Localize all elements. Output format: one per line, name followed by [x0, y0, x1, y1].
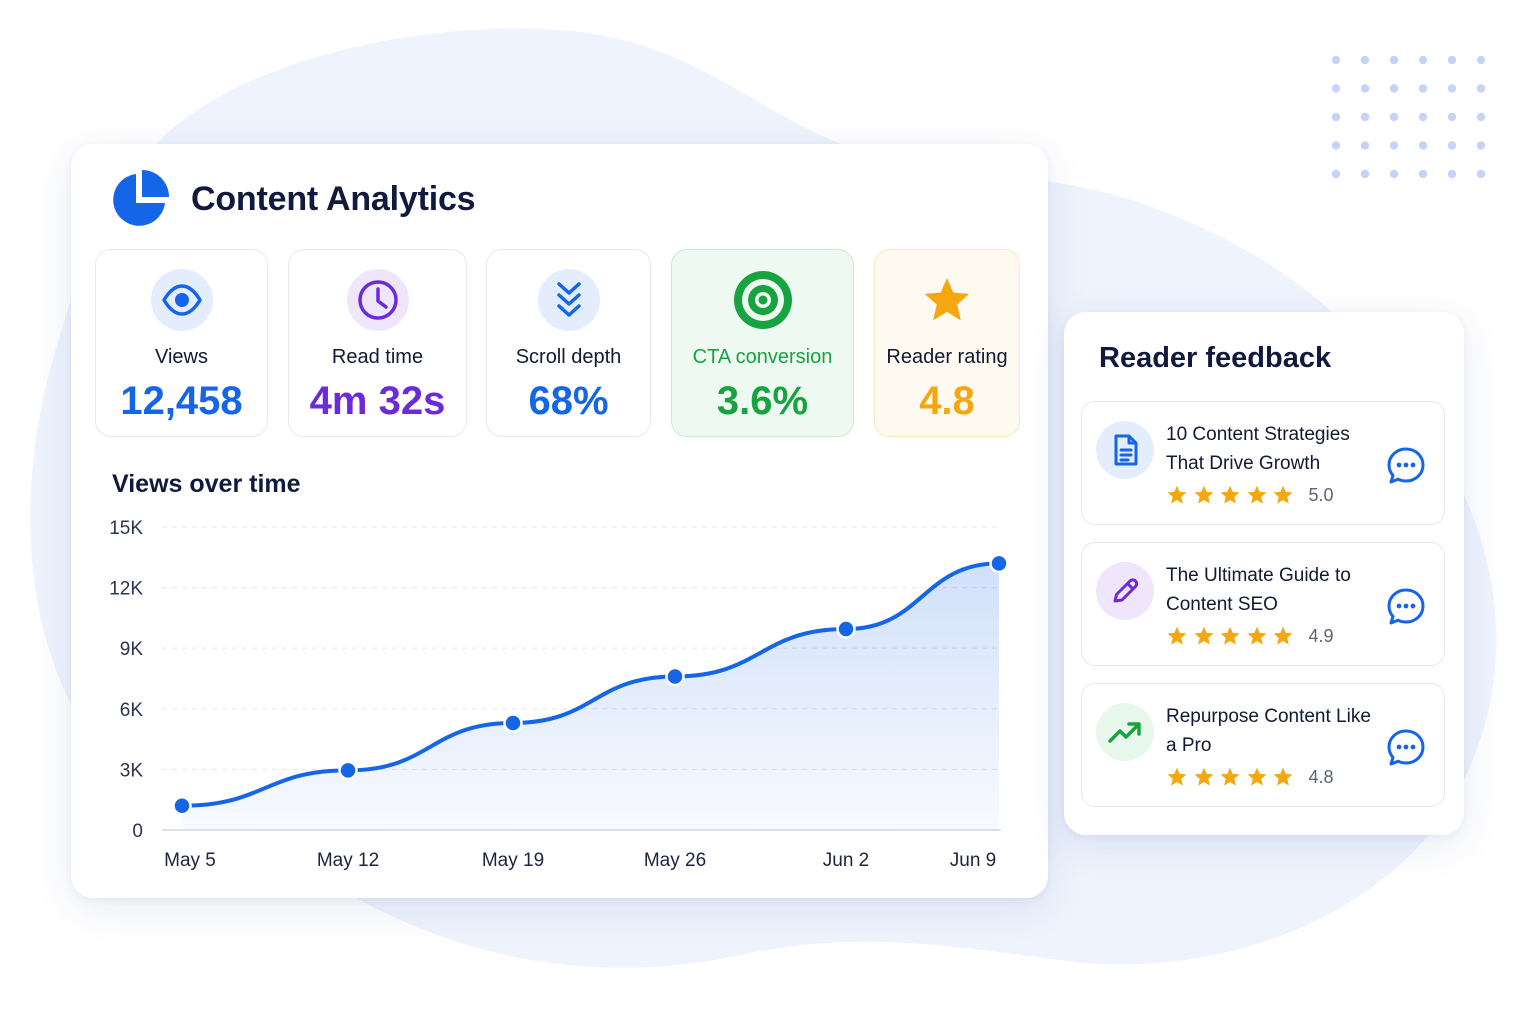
star-icon	[1273, 626, 1293, 645]
y-tick-label: 12K	[109, 579, 143, 600]
card-header: Content Analytics	[109, 168, 476, 230]
metric-label: CTA conversion	[692, 346, 833, 368]
star-icon	[1220, 626, 1240, 645]
rating-value: 4.8	[1308, 766, 1334, 787]
star-icon	[1273, 767, 1293, 786]
metric-value: 4m 32s	[309, 379, 446, 423]
metric-label: Views	[155, 346, 208, 368]
chat-bubble-icon[interactable]	[1386, 446, 1426, 486]
metric-cta-conversion[interactable]: CTA conversion 3.6%	[671, 249, 854, 437]
rating-value: 4.9	[1308, 625, 1334, 646]
x-tick-label: Jun 2	[823, 850, 869, 871]
metric-views[interactable]: Views 12,458	[95, 249, 268, 437]
chart-area-fill	[182, 563, 999, 830]
feedback-item[interactable]: 10 Content Strategies That Drive Growth …	[1081, 401, 1445, 525]
x-tick-label: May 5	[164, 850, 216, 871]
metric-label: Read time	[331, 346, 424, 368]
star-rating: 4.9	[1166, 625, 1334, 647]
y-tick-label: 0	[132, 821, 143, 842]
decorative-dot-grid	[1331, 55, 1486, 179]
eye-icon	[150, 269, 213, 331]
metric-value: 12,458	[120, 379, 243, 423]
feedback-item[interactable]: The Ultimate Guide to Content SEO 4.9	[1081, 542, 1445, 666]
metric-scroll-depth[interactable]: Scroll depth 68%	[486, 249, 651, 437]
chat-bubble-icon[interactable]	[1386, 728, 1426, 768]
star-icon	[1220, 767, 1240, 786]
star-icon	[1194, 767, 1213, 786]
star-icon	[1247, 626, 1266, 645]
document-icon	[1096, 421, 1154, 479]
target-icon	[732, 269, 794, 331]
views-over-time-chart: 0 3K 6K 9K 12K 15K May 5 May 12 May 19 May 26 Jun…	[109, 518, 1009, 871]
feedback-item-title: Repurpose Content Like a Pro	[1166, 706, 1371, 756]
feedback-item-title: 10 Content Strategies That Drive Growth	[1166, 424, 1350, 474]
reader-feedback-card: Reader feedback 10 Content Strategies Th…	[1064, 312, 1464, 835]
star-icon	[1194, 626, 1213, 645]
chart-series-line	[180, 561, 1001, 808]
y-tick-label: 6K	[120, 700, 144, 721]
star-icon	[1194, 485, 1213, 504]
trending-up-icon	[1096, 703, 1154, 761]
star-rating: 5.0	[1166, 484, 1334, 506]
chart-data-point[interactable]	[172, 796, 192, 816]
star-icon	[1167, 767, 1187, 786]
chat-bubble-icon[interactable]	[1386, 587, 1426, 627]
metric-label: Scroll depth	[515, 346, 622, 368]
rating-value: 5.0	[1308, 484, 1334, 505]
chart-data-point[interactable]	[665, 666, 685, 687]
x-tick-label: May 12	[317, 850, 379, 871]
star-icon	[1247, 767, 1266, 786]
chart-data-point[interactable]	[503, 713, 523, 733]
star-icon	[1220, 485, 1240, 504]
chart-data-point[interactable]	[989, 553, 1009, 574]
metric-reader-rating[interactable]: Reader rating 4.8	[874, 249, 1020, 437]
star-icon	[1273, 485, 1293, 504]
star-icon	[916, 269, 978, 331]
chart-title: Views over time	[112, 470, 301, 498]
x-tick-label: May 26	[644, 850, 706, 871]
star-icon	[1167, 485, 1187, 504]
star-icon	[1167, 626, 1187, 645]
metric-value: 68%	[528, 379, 609, 423]
content-analytics-card: Content Analytics Views 12,458 Read time…	[71, 144, 1048, 898]
pie-chart-icon	[113, 170, 169, 226]
y-tick-label: 9K	[120, 639, 144, 660]
x-tick-label: May 19	[482, 850, 544, 871]
chart-data-point[interactable]	[836, 619, 856, 639]
double-chevron-down-icon	[537, 269, 600, 331]
feedback-item-title: The Ultimate Guide to Content SEO	[1166, 565, 1351, 615]
pencil-icon	[1096, 562, 1154, 620]
y-tick-label: 3K	[120, 760, 144, 781]
feedback-item[interactable]: Repurpose Content Like a Pro 4.8	[1081, 683, 1445, 807]
x-tick-label: Jun 9	[950, 850, 996, 871]
metric-label: Reader rating	[886, 346, 1008, 368]
y-tick-label: 15K	[109, 518, 143, 539]
star-icon	[1247, 485, 1266, 504]
metric-value: 3.6%	[716, 379, 809, 423]
page-title: Content Analytics	[191, 179, 476, 218]
metric-value: 4.8	[919, 379, 975, 423]
feedback-title: Reader feedback	[1099, 342, 1332, 374]
chart-data-point[interactable]	[338, 760, 358, 781]
metric-read-time[interactable]: Read time 4m 32s	[288, 249, 467, 437]
clock-icon	[346, 269, 409, 331]
star-rating: 4.8	[1166, 766, 1334, 788]
